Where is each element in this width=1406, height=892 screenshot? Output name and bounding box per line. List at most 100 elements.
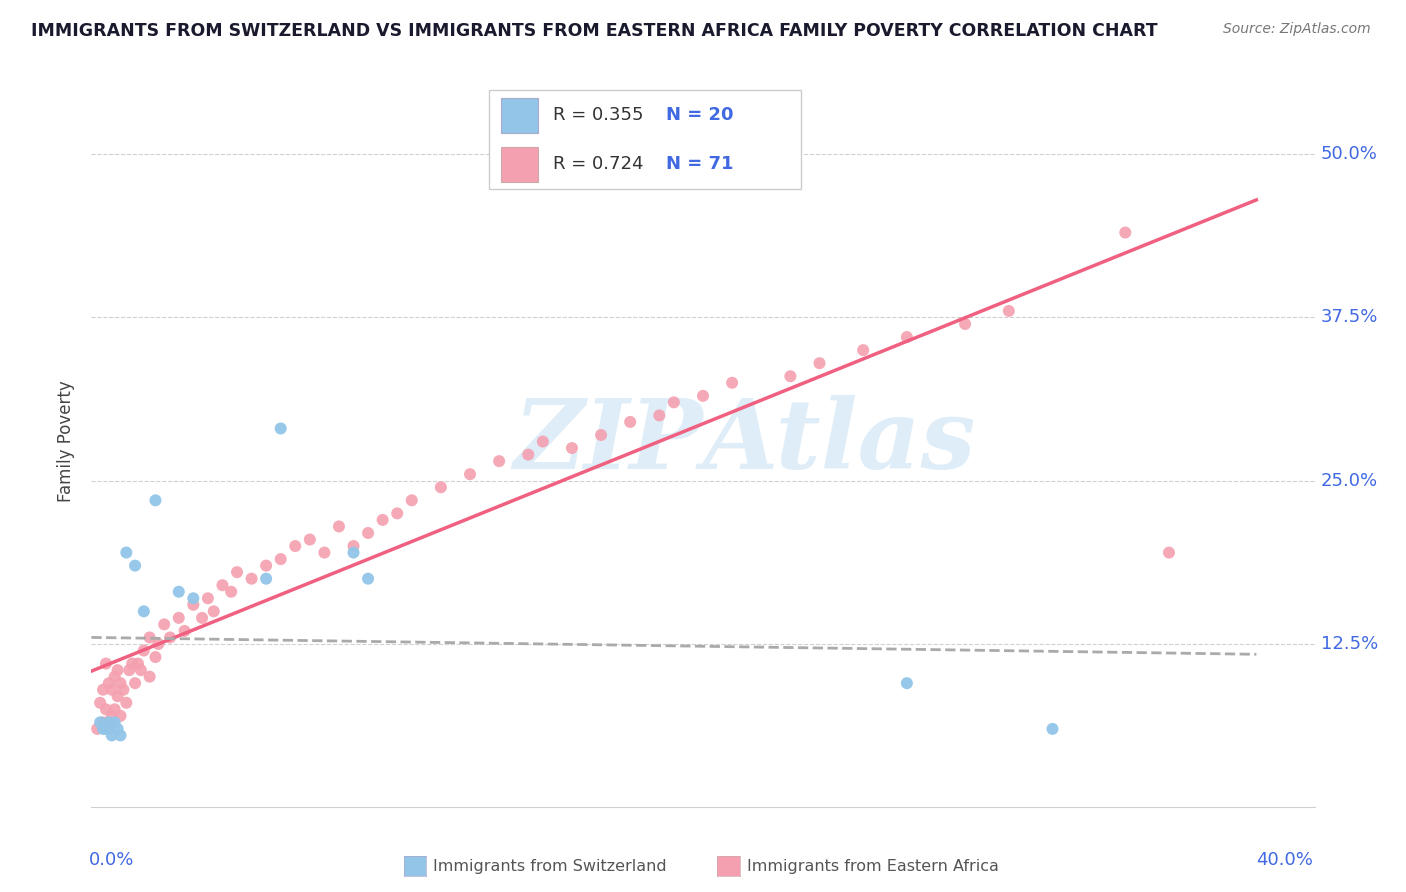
Point <box>97 715 120 730</box>
Point <box>89 715 111 730</box>
Point <box>998 304 1021 318</box>
Point <box>191 611 214 625</box>
Point <box>110 728 132 742</box>
Point <box>1042 722 1064 736</box>
Point <box>219 584 242 599</box>
Point <box>91 682 114 697</box>
Point <box>357 572 380 586</box>
Text: R = 0.355: R = 0.355 <box>553 106 643 124</box>
Point <box>648 409 671 423</box>
Point <box>808 356 831 370</box>
Point <box>342 545 364 559</box>
Text: 12.5%: 12.5% <box>1320 635 1378 653</box>
Y-axis label: Family Poverty: Family Poverty <box>58 381 76 502</box>
Point <box>430 480 453 494</box>
Point <box>591 428 613 442</box>
Point <box>371 513 394 527</box>
Point <box>86 722 108 736</box>
Point <box>159 631 181 645</box>
Text: R = 0.724: R = 0.724 <box>553 155 643 173</box>
Point <box>115 696 138 710</box>
Point <box>132 604 155 618</box>
Point <box>101 682 124 697</box>
Point <box>173 624 195 638</box>
Point <box>1114 226 1136 240</box>
Point <box>138 631 160 645</box>
Point <box>270 421 292 435</box>
Text: 50.0%: 50.0% <box>1320 145 1378 163</box>
Point <box>94 722 117 736</box>
Point <box>145 493 167 508</box>
FancyBboxPatch shape <box>501 98 538 133</box>
Point <box>458 467 481 482</box>
Point <box>298 533 321 547</box>
Point <box>97 722 120 736</box>
Point <box>153 617 176 632</box>
Point <box>314 545 336 559</box>
Point <box>129 663 152 677</box>
Point <box>110 708 132 723</box>
Point <box>97 676 120 690</box>
Point <box>145 650 167 665</box>
Point <box>254 558 277 573</box>
Point <box>896 676 918 690</box>
Point <box>121 657 143 671</box>
Point <box>254 572 277 586</box>
Point <box>202 604 225 618</box>
Point <box>357 526 380 541</box>
Text: N = 71: N = 71 <box>666 155 734 173</box>
Point <box>91 715 114 730</box>
Point <box>662 395 685 409</box>
Point <box>127 657 149 671</box>
Point <box>115 545 138 559</box>
Point <box>94 702 117 716</box>
Point <box>183 591 205 606</box>
Point <box>148 637 170 651</box>
Point <box>101 728 124 742</box>
Point <box>953 317 976 331</box>
Point <box>488 454 510 468</box>
Point <box>211 578 233 592</box>
Point <box>104 715 127 730</box>
Point <box>107 690 129 704</box>
Point <box>561 441 583 455</box>
Point <box>89 696 111 710</box>
Point <box>118 663 141 677</box>
Point <box>101 708 124 723</box>
Text: 25.0%: 25.0% <box>1320 472 1378 490</box>
Text: Immigrants from Eastern Africa: Immigrants from Eastern Africa <box>747 859 998 873</box>
Point <box>721 376 744 390</box>
Point <box>183 598 205 612</box>
Point <box>104 702 127 716</box>
Point <box>401 493 423 508</box>
Point <box>779 369 801 384</box>
Text: N = 20: N = 20 <box>666 106 734 124</box>
Point <box>167 584 190 599</box>
Point <box>385 507 409 521</box>
Text: IMMIGRANTS FROM SWITZERLAND VS IMMIGRANTS FROM EASTERN AFRICA FAMILY POVERTY COR: IMMIGRANTS FROM SWITZERLAND VS IMMIGRANT… <box>31 22 1157 40</box>
FancyBboxPatch shape <box>501 147 538 182</box>
Point <box>1157 545 1180 559</box>
Point <box>619 415 641 429</box>
Text: Atlas: Atlas <box>703 394 976 489</box>
FancyBboxPatch shape <box>489 90 801 189</box>
Point <box>110 676 132 690</box>
Point <box>124 676 146 690</box>
Point <box>531 434 554 449</box>
Point <box>240 572 263 586</box>
Point <box>167 611 190 625</box>
Point <box>284 539 307 553</box>
Text: ZIP: ZIP <box>513 394 703 489</box>
Point <box>226 565 249 579</box>
Text: 40.0%: 40.0% <box>1256 851 1313 869</box>
Point <box>270 552 292 566</box>
Point <box>517 448 540 462</box>
Point <box>104 670 127 684</box>
Point <box>342 539 364 553</box>
Point <box>197 591 219 606</box>
Point <box>94 657 117 671</box>
Text: Source: ZipAtlas.com: Source: ZipAtlas.com <box>1223 22 1371 37</box>
Point <box>107 663 129 677</box>
Point <box>107 722 129 736</box>
Point <box>138 670 160 684</box>
